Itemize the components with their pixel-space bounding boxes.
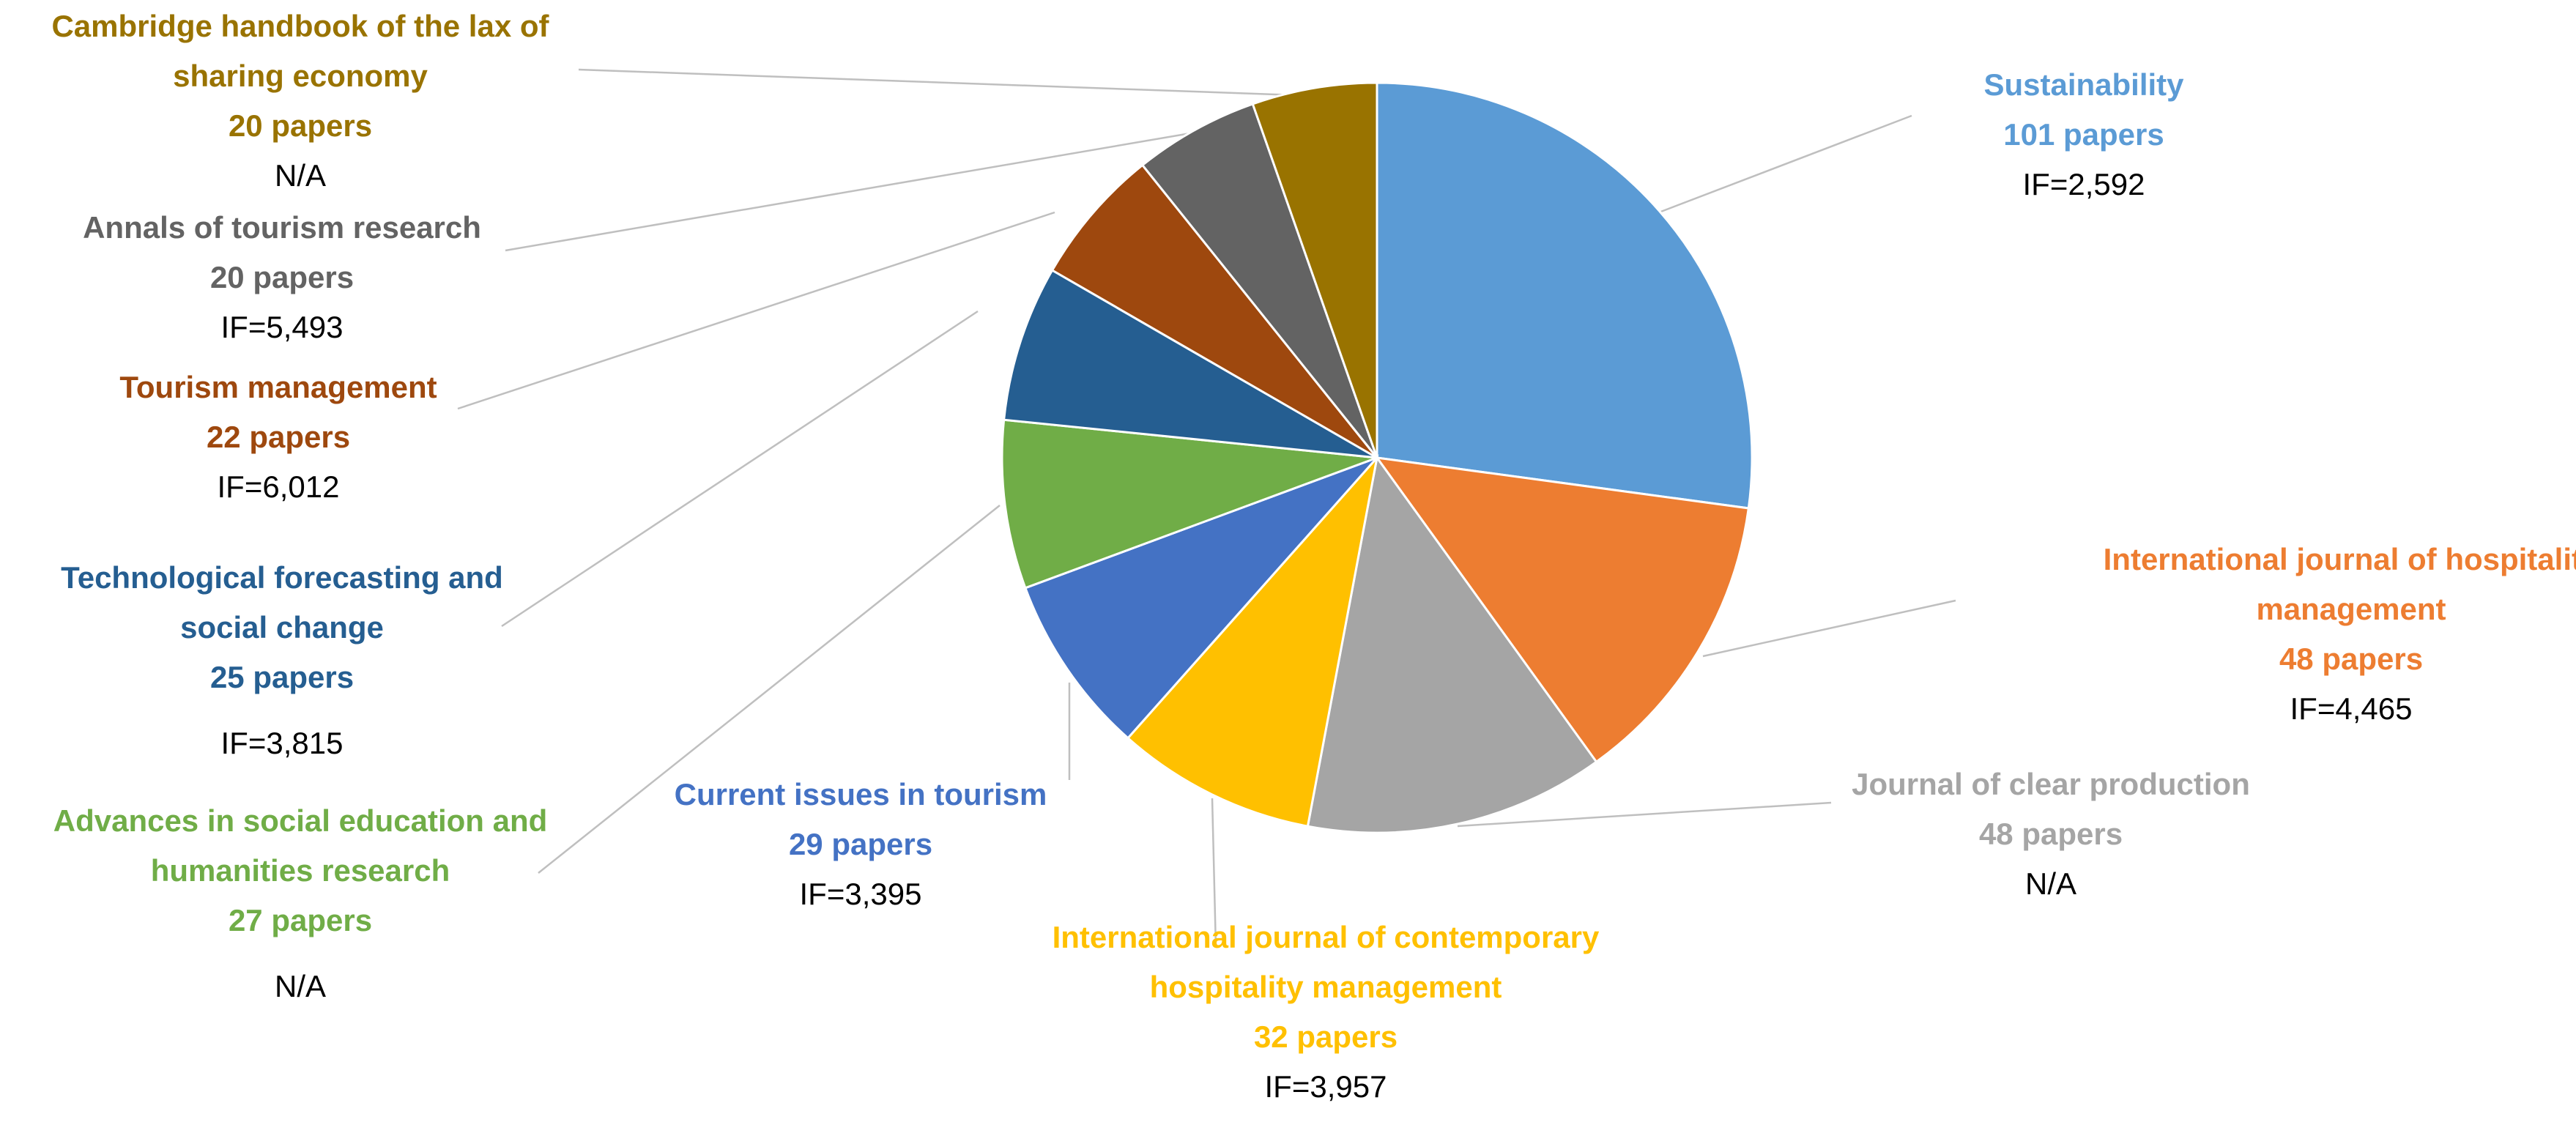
slice-label-count: 22 papers — [207, 420, 350, 454]
slice-label: International journal of hospitality mana… — [2104, 542, 2576, 726]
slice-label-count: 32 papers — [1254, 1019, 1398, 1054]
slice-label-name: humanities research — [151, 853, 450, 888]
slice-label-name: sharing economy — [173, 59, 428, 93]
slice-label-if: N/A — [275, 158, 326, 193]
slice-label-if: IF=3,815 — [221, 726, 344, 760]
slice-label-name: Advances in social education and — [53, 803, 548, 838]
slice-label-count: 27 papers — [229, 903, 372, 937]
pie-slice — [1377, 83, 1752, 508]
leader-line — [458, 212, 1055, 409]
slice-label-name: Annals of tourism research — [83, 210, 481, 245]
slice-label-if: IF=3,395 — [800, 877, 922, 911]
slice-label-count: 48 papers — [1979, 817, 2123, 851]
leader-line — [538, 505, 1000, 873]
pie-slices — [1002, 83, 1752, 833]
slice-label-name: Journal of clear production — [1852, 767, 2250, 801]
leader-line — [579, 70, 1296, 95]
slice-label-name: hospitality management — [1150, 970, 1502, 1004]
slice-label-name: Cambridge handbook of the lax of — [51, 9, 549, 43]
slice-label-name: International journal of hospitality — [2104, 542, 2576, 576]
slice-label-name: Sustainability — [1983, 67, 2184, 102]
slice-label-count: 25 papers — [210, 660, 354, 694]
slice-label: Tourism management 22 papers IF=6,012 — [119, 370, 437, 504]
slice-label-count: 20 papers — [210, 260, 354, 294]
slice-label-if: IF=6,012 — [218, 469, 340, 504]
slice-label: Technological forecasting and social chan… — [61, 560, 503, 760]
slice-label-if: IF=5,493 — [221, 310, 344, 344]
slice-label: Sustainability 101 papers IF=2,592 — [1983, 67, 2184, 201]
slice-label: Current issues in tourism 29 papers IF=3,3… — [675, 777, 1047, 911]
slice-label-name: Current issues in tourism — [675, 777, 1047, 811]
slice-label-name: Technological forecasting and — [61, 560, 503, 595]
slice-label-count: 20 papers — [229, 108, 372, 143]
slice-label-if: IF=2,592 — [2023, 167, 2145, 201]
slice-label-name: social change — [180, 610, 384, 644]
slice-label-count: 29 papers — [789, 827, 932, 861]
slice-label: Annals of tourism research 20 papers IF=5,… — [83, 210, 481, 344]
slice-label-if: N/A — [275, 969, 326, 1003]
slice-label-if: IF=3,957 — [1265, 1069, 1387, 1104]
slice-label-count: 48 papers — [2279, 642, 2423, 676]
slice-label-if: N/A — [2025, 866, 2076, 901]
slice-label-name: International journal of contemporary — [1053, 920, 1600, 954]
slice-label-count: 101 papers — [2003, 117, 2164, 152]
slice-label: Cambridge handbook of the lax of sharing … — [51, 9, 549, 193]
leader-line — [1659, 116, 1912, 212]
slice-label: Journal of clear production 48 papers N/A — [1852, 767, 2250, 901]
slice-label: International journal of contemporary hos… — [1053, 920, 1600, 1104]
leader-line — [1703, 601, 1956, 656]
slice-label-if: IF=4,465 — [2290, 691, 2413, 726]
slice-label-name: management — [2256, 592, 2446, 626]
slice-label-name: Tourism management — [119, 370, 437, 404]
slice-label: Advances in social education and humaniti… — [53, 803, 548, 1003]
